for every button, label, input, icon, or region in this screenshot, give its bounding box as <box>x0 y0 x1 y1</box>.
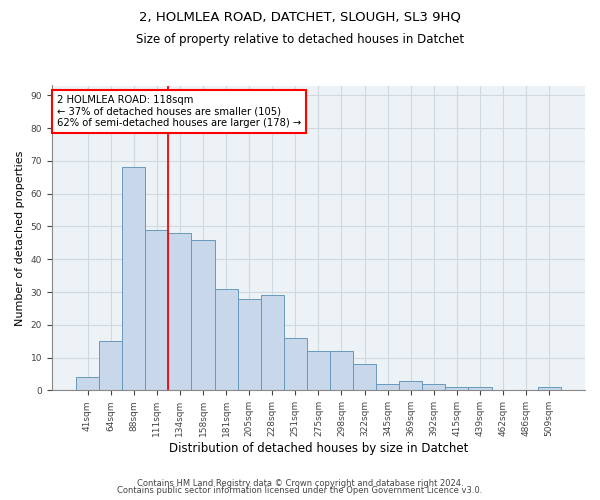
Bar <box>422 384 445 390</box>
Bar <box>330 351 353 391</box>
Bar <box>122 168 145 390</box>
Text: Contains HM Land Registry data © Crown copyright and database right 2024.: Contains HM Land Registry data © Crown c… <box>137 478 463 488</box>
Bar <box>284 338 307 390</box>
Bar <box>399 380 422 390</box>
Bar <box>469 387 491 390</box>
Bar <box>307 351 330 391</box>
Text: Contains public sector information licensed under the Open Government Licence v3: Contains public sector information licen… <box>118 486 482 495</box>
Text: Size of property relative to detached houses in Datchet: Size of property relative to detached ho… <box>136 32 464 46</box>
Bar <box>169 233 191 390</box>
Bar <box>99 341 122 390</box>
Bar <box>238 298 260 390</box>
Bar <box>145 230 169 390</box>
Bar <box>353 364 376 390</box>
Text: 2 HOLMLEA ROAD: 118sqm
← 37% of detached houses are smaller (105)
62% of semi-de: 2 HOLMLEA ROAD: 118sqm ← 37% of detached… <box>57 94 301 128</box>
Bar <box>376 384 399 390</box>
Text: 2, HOLMLEA ROAD, DATCHET, SLOUGH, SL3 9HQ: 2, HOLMLEA ROAD, DATCHET, SLOUGH, SL3 9H… <box>139 10 461 23</box>
Bar <box>260 296 284 390</box>
Bar <box>445 387 469 390</box>
Y-axis label: Number of detached properties: Number of detached properties <box>15 150 25 326</box>
Bar <box>191 240 215 390</box>
X-axis label: Distribution of detached houses by size in Datchet: Distribution of detached houses by size … <box>169 442 468 455</box>
Bar <box>76 377 99 390</box>
Bar <box>538 387 561 390</box>
Bar <box>215 288 238 390</box>
